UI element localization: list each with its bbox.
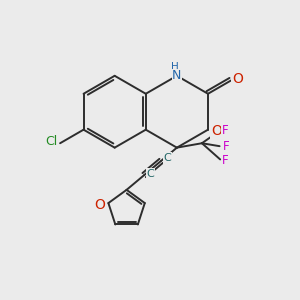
Text: Cl: Cl: [46, 135, 58, 148]
Text: C: C: [147, 169, 154, 178]
Text: F: F: [222, 154, 229, 167]
Text: F: F: [222, 124, 228, 137]
Text: O: O: [232, 72, 243, 86]
Text: N: N: [172, 69, 182, 82]
Text: C: C: [164, 153, 171, 163]
Text: O: O: [95, 197, 106, 212]
Text: H: H: [171, 62, 178, 72]
Text: O: O: [211, 124, 222, 138]
Text: F: F: [223, 140, 230, 153]
